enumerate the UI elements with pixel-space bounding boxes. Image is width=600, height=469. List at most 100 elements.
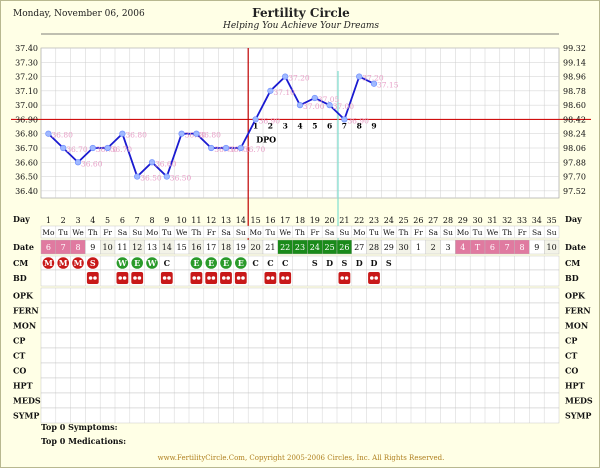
date-label: 26: [339, 243, 349, 252]
cm-value: S: [90, 258, 96, 268]
row-label-right: HPT: [565, 381, 585, 391]
weekday-label: We: [72, 228, 84, 237]
day-number: 24: [384, 216, 394, 225]
temperature-point-label: 36.70: [244, 145, 266, 154]
temperature-point-label: 36.80: [125, 131, 147, 140]
day-number: 26: [413, 216, 423, 225]
weekday-label: Tu: [58, 228, 68, 237]
date-label: 23: [295, 243, 305, 252]
bd-heart-icon-dot: [88, 276, 93, 280]
temperature-point: [74, 159, 82, 166]
cm-value: M: [44, 258, 53, 268]
weekday-label: Sa: [221, 228, 231, 237]
dpo-number: 3: [283, 121, 288, 130]
y-right-tick-label: 98.24: [563, 130, 586, 139]
day-number: 18: [295, 216, 305, 225]
row-label-right: CP: [565, 336, 577, 346]
temperature-point: [45, 130, 52, 137]
y-right-tick-label: 98.60: [563, 101, 586, 110]
temperature-point-label: 36.70: [66, 145, 88, 154]
y-right-tick-label: 97.52: [563, 187, 586, 196]
cm-value: S: [386, 258, 392, 268]
day-number: 34: [532, 216, 542, 225]
y-right-tick-label: 97.70: [563, 173, 586, 182]
temperature-point-label: 37.20: [362, 74, 384, 83]
temperature-point: [60, 144, 67, 152]
day-number: 21: [339, 216, 349, 225]
date-label: 6: [490, 243, 495, 252]
y-right-tick-label: 98.78: [563, 87, 586, 96]
y-left-tick-label: 36.40: [15, 187, 38, 196]
dpo-number: 9: [371, 121, 376, 130]
y-left-tick-label: 37.30: [15, 58, 38, 67]
temperature-point: [208, 144, 215, 152]
day-number: 11: [191, 216, 201, 225]
temperature-point-label: 36.90: [259, 116, 281, 125]
y-right-tick-label: 99.32: [563, 44, 586, 53]
weekday-label: Sa: [118, 228, 128, 237]
weekday-label: Su: [339, 228, 349, 237]
cm-circle: [56, 256, 70, 270]
row-label-left: SYMP: [13, 411, 39, 421]
day-number: 23: [369, 216, 379, 225]
plot-area: [40, 47, 560, 199]
bd-heart-icon-dot: [374, 276, 379, 280]
temperature-point-label: 36.50: [140, 174, 162, 183]
bd-heart-icon-dot: [133, 276, 137, 280]
cm-value: D: [326, 258, 333, 268]
day-number: 9: [164, 216, 169, 225]
bd-heart-icon: [220, 272, 232, 284]
temperature-point-label: 36.90: [347, 116, 369, 125]
page-subtitle: Helping You Achieve Your Dreams: [222, 21, 379, 31]
row-label-right: MEDS: [565, 396, 593, 406]
cm-circle: [86, 256, 100, 270]
cm-value: C: [282, 258, 288, 268]
cm-value: E: [134, 258, 140, 268]
y-right-tick-label: 98.06: [563, 144, 586, 153]
date-label: 22: [280, 243, 290, 252]
dpo-number: 4: [297, 121, 302, 130]
bd-heart-icon: [368, 272, 380, 284]
bd-heart-icon-dot: [167, 276, 171, 280]
table-row: [40, 302, 560, 319]
temperature-point-label: 37.20: [288, 74, 310, 83]
row-label-right: CT: [565, 351, 577, 361]
temperature-point: [296, 102, 304, 109]
weekday-label: Su: [443, 228, 453, 237]
temperature-point: [148, 159, 156, 166]
temperature-point-label: 37.15: [377, 81, 399, 90]
bd-heart-icon-dot: [226, 276, 230, 280]
y-left-tick-label: 36.60: [15, 158, 38, 167]
row-label-right: MON: [565, 321, 588, 331]
dpo-label: DPO: [256, 134, 276, 144]
date-label: 8: [519, 243, 524, 252]
footer-copyright: www.FertilityCircle.Com, Copyright 2005-…: [158, 454, 445, 462]
top-symptoms-label: Top 0 Symptoms:: [41, 422, 118, 432]
weekday-label: Sa: [428, 228, 438, 237]
bd-heart-icon: [131, 272, 144, 284]
weekday-label: Th: [502, 228, 512, 237]
weekday-label: Fr: [103, 228, 112, 237]
row-label-left: CP: [13, 336, 25, 346]
date-label: 24: [310, 243, 320, 252]
day-number: 32: [502, 216, 512, 225]
temperature-point: [134, 173, 141, 180]
temperature-point: [267, 87, 274, 94]
date-label: 3: [445, 243, 450, 252]
temperature-point: [119, 130, 126, 137]
temperature-point-label: 36.60: [155, 159, 177, 168]
row-label-left: BD: [13, 273, 27, 283]
weekday-label: Su: [132, 228, 142, 237]
cm-circle: [234, 256, 248, 270]
y-right-tick-label: 97.88: [563, 158, 586, 167]
weekday-label: Mo: [457, 228, 470, 237]
cm-value: E: [208, 258, 214, 268]
date-label: 9: [90, 243, 95, 252]
day-number: 17: [280, 216, 290, 225]
date-label: 6: [46, 243, 51, 252]
day-number: 12: [206, 216, 216, 225]
dpo-number: 1: [253, 121, 258, 130]
bd-heart-icon: [279, 272, 292, 284]
page-title: Fertility Circle: [252, 6, 350, 20]
